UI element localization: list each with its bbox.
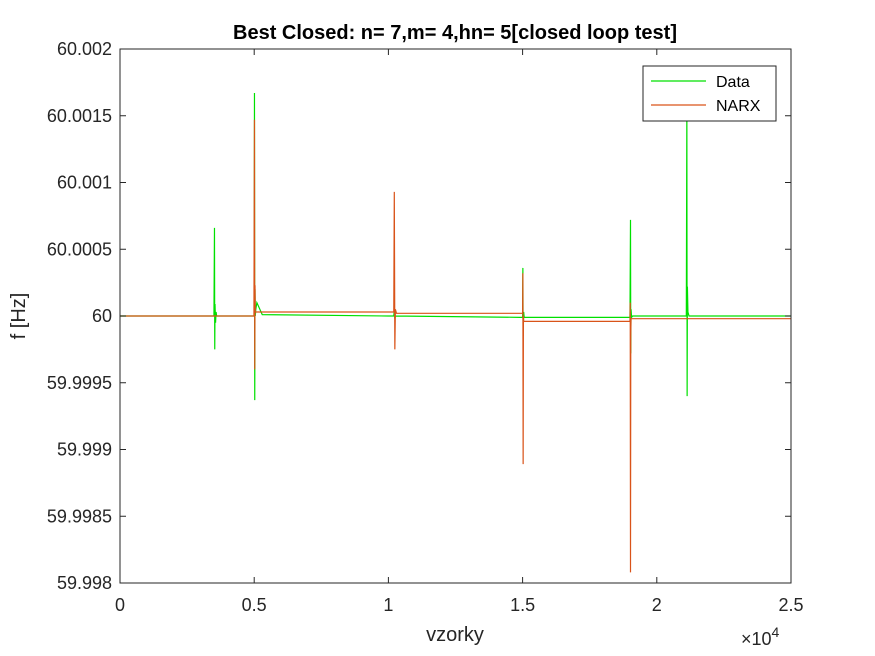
y-tick-label: 60.0005 — [47, 239, 112, 259]
y-tick-label: 59.998 — [57, 573, 112, 593]
legend-label-narx: NARX — [716, 98, 761, 115]
x-tick-label: 0 — [115, 595, 125, 615]
x-exponent-power: 4 — [772, 624, 780, 640]
y-tick-label: 60 — [92, 306, 112, 326]
legend-box — [642, 65, 777, 122]
ticks-layer: 0 0.5 1 1.5 2 2.5 59.998 59.9985 59.999 59.9995 60… — [47, 39, 804, 615]
y-tick-label: 59.9995 — [47, 373, 112, 393]
chart-title: Best Closed: n= 7,m= 4,hn= 5[closed loop… — [233, 22, 677, 44]
series-line-data — [120, 93, 791, 401]
y-tick-label: 60.0015 — [47, 106, 112, 126]
y-tick-label: 59.999 — [57, 440, 112, 460]
series-line-narx — [120, 119, 791, 573]
x-tick-label: 2.5 — [778, 595, 803, 615]
y-tick-label: 60.002 — [57, 39, 112, 59]
x-tick-label: 1.5 — [510, 595, 535, 615]
x-tick-label: 2 — [652, 595, 662, 615]
x-axis-label: vzorky — [426, 624, 484, 646]
x-tick-label: 0.5 — [242, 595, 267, 615]
x-exponent-label: ×104 — [741, 624, 780, 649]
legend-label-data: Data — [716, 74, 750, 91]
series-layer — [120, 93, 791, 573]
x-exponent-base: ×10 — [741, 629, 772, 649]
y-tick-label: 59.9985 — [47, 506, 112, 526]
x-tick-label: 1 — [383, 595, 393, 615]
y-tick-label: 60.001 — [57, 173, 112, 193]
y-axis-label: f [Hz] — [8, 293, 30, 340]
legend: Data NARX — [642, 65, 777, 122]
